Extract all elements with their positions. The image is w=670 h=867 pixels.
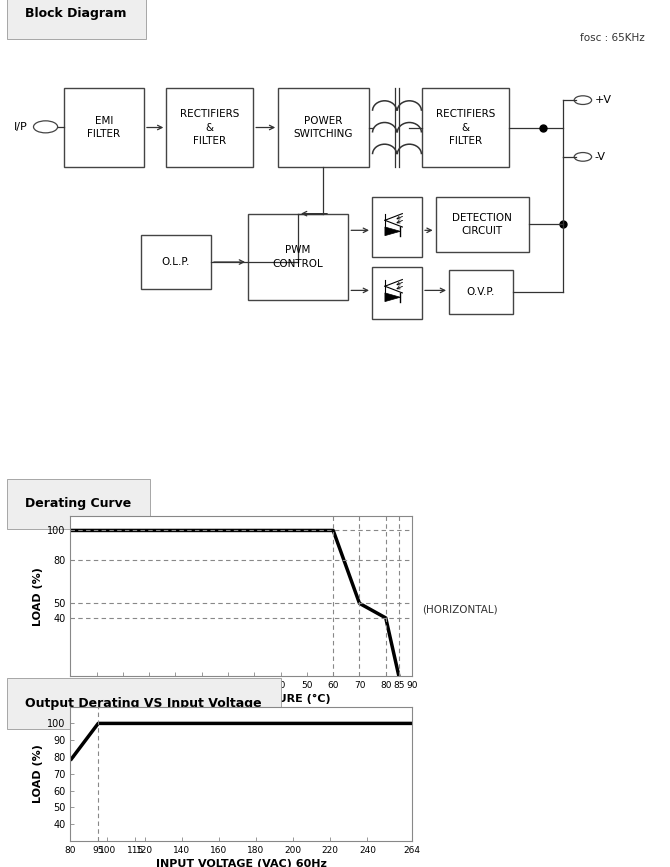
Bar [436,197,529,252]
Text: +V: +V [594,95,611,105]
Text: (HORIZONTAL): (HORIZONTAL) [422,604,498,615]
Text: DETECTION
CIRCUIT: DETECTION CIRCUIT [452,213,513,236]
Text: Block Diagram: Block Diagram [25,7,127,20]
Bar [449,271,513,314]
Bar [278,88,369,166]
Text: O.L.P.: O.L.P. [161,257,190,267]
Bar [372,267,422,319]
Text: -V: -V [594,152,605,162]
Text: PWM
CONTROL: PWM CONTROL [273,245,324,269]
Y-axis label: LOAD (%): LOAD (%) [33,745,43,803]
X-axis label: AMBIENT TEMPERATURE (°C): AMBIENT TEMPERATURE (°C) [151,694,331,704]
Polygon shape [385,293,401,302]
Bar [422,88,509,166]
Bar [248,213,348,300]
Text: RECTIFIERS
&
FILTER: RECTIFIERS & FILTER [180,109,239,146]
Text: RECTIFIERS
&
FILTER: RECTIFIERS & FILTER [436,109,495,146]
Text: Derating Curve: Derating Curve [25,498,132,511]
Bar [141,235,211,289]
Text: EMI
FILTER: EMI FILTER [87,116,121,140]
Text: I/P: I/P [13,122,27,132]
Bar [372,197,422,257]
X-axis label: INPUT VOLTAGE (VAC) 60Hz: INPUT VOLTAGE (VAC) 60Hz [155,859,327,867]
Bar [8,697,20,712]
Y-axis label: LOAD (%): LOAD (%) [33,567,43,625]
Bar [8,498,20,512]
Text: fosc : 65KHz: fosc : 65KHz [580,34,645,43]
Text: Output Derating VS Input Voltage: Output Derating VS Input Voltage [25,697,262,710]
Bar [64,88,144,166]
Text: O.V.P.: O.V.P. [466,287,495,297]
Text: POWER
SWITCHING: POWER SWITCHING [293,116,353,140]
Polygon shape [385,227,401,236]
Bar [166,88,253,166]
Bar [8,6,20,22]
